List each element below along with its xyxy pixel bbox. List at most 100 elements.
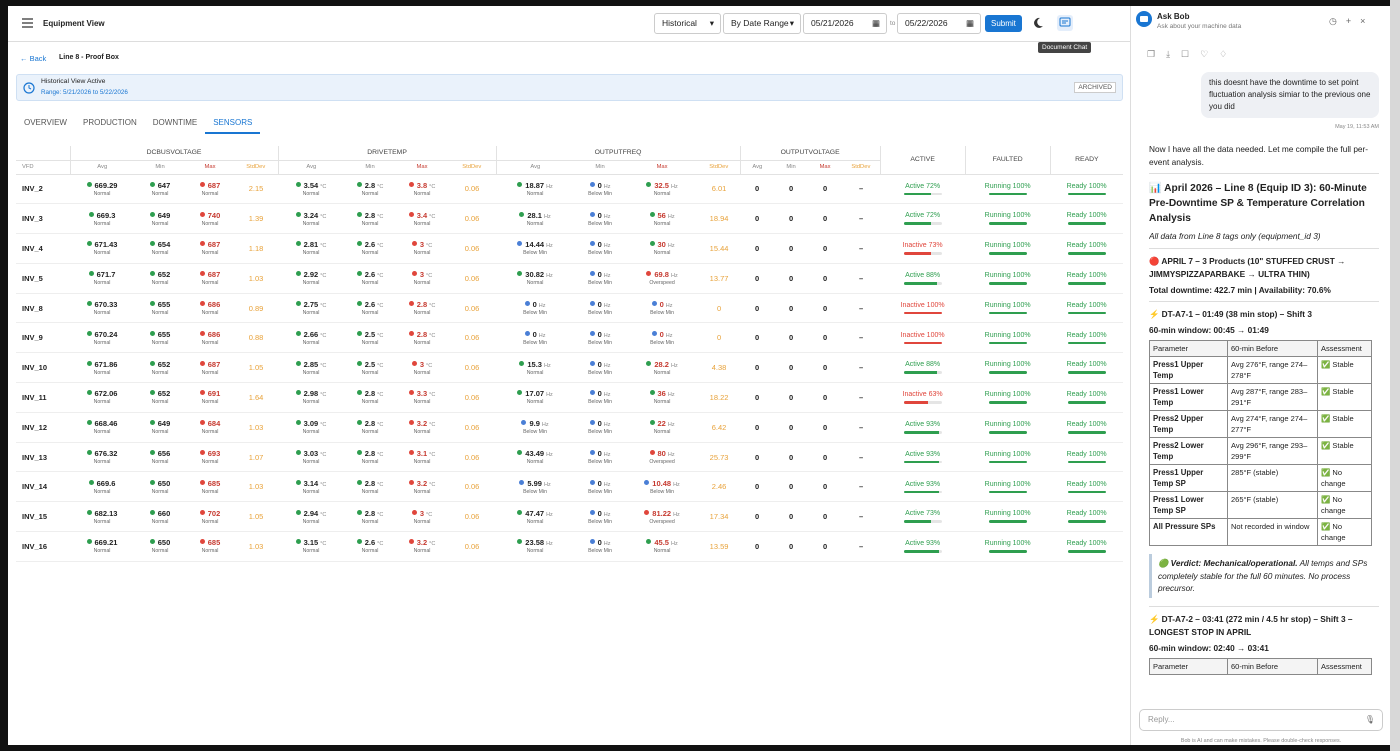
status-label: Inactive 100%: [900, 331, 945, 339]
range-select[interactable]: By Date Range ▾: [723, 13, 801, 34]
value: 0: [597, 538, 602, 548]
mode-select[interactable]: Historical ▾: [654, 13, 721, 34]
reading: 652: [134, 270, 186, 279]
reading: 0 Hz: [626, 330, 698, 339]
reading: 18.87 Hz: [496, 181, 574, 190]
reading: 671.43: [70, 240, 134, 249]
status-dot: [651, 330, 657, 336]
back-link[interactable]: ← Back: [20, 54, 47, 63]
menu-icon[interactable]: [22, 18, 33, 28]
unit: Hz: [665, 303, 673, 310]
reading-cell: 0 Hz Below Min: [574, 174, 627, 205]
reading-cell: 0.06: [448, 322, 497, 354]
reading-cell: 2.6 °C Normal: [344, 263, 397, 294]
status-dot: [199, 211, 205, 217]
theme-toggle[interactable]: [1032, 17, 1044, 29]
tab[interactable]: PRODUCTION: [82, 118, 137, 127]
status-bar: [903, 550, 939, 553]
value: 654: [157, 240, 171, 250]
unit: Hz: [603, 481, 611, 488]
status-dot: [88, 479, 94, 485]
reading-cell: 0: [740, 233, 775, 264]
reading: 0: [788, 482, 794, 492]
message-tools[interactable]: ❐⤓☐♡♢: [1147, 49, 1239, 59]
reading: 649: [134, 419, 186, 428]
disclaimer: Bob is AI and can make mistakes. Please …: [1180, 738, 1342, 744]
reading: 0: [754, 273, 760, 283]
std-dev: 25.73: [709, 452, 729, 462]
status-bar: [988, 371, 1027, 374]
status-label: Running 100%: [984, 510, 1031, 518]
reading-cell: 18.94: [698, 203, 741, 235]
value: 670.24: [94, 329, 118, 339]
tab[interactable]: DOWNTIME: [152, 118, 198, 127]
unit: °C: [320, 332, 327, 339]
value: 0: [597, 329, 602, 339]
reading: 687: [186, 181, 234, 190]
reading: 702: [186, 509, 234, 518]
reading-cell: 685 Normal: [186, 471, 234, 503]
status-dot: [86, 301, 92, 307]
reading-cell: 3 °C Normal: [396, 352, 449, 384]
active-cell: Active 72%: [880, 174, 966, 205]
status-dot: [517, 390, 523, 396]
unit: Hz: [538, 303, 546, 310]
unit: °C: [320, 422, 327, 429]
subheader: Min: [134, 160, 186, 175]
reading-cell: 3.09 °C Normal: [278, 412, 345, 443]
line-name: Line 8 - Proof Box: [59, 54, 119, 61]
status: Normal: [413, 310, 431, 317]
status-label: Ready 100%: [1066, 182, 1107, 190]
status: Normal: [302, 518, 320, 525]
unit: °C: [320, 303, 327, 310]
date-to[interactable]: 05/22/2026 ▦: [897, 13, 981, 34]
status-bar: [1067, 252, 1106, 255]
std-dev: 0.88: [248, 333, 264, 343]
value: 676.32: [94, 449, 118, 459]
date-from[interactable]: 05/21/2026 ▦: [803, 13, 887, 34]
status-dot: [517, 181, 523, 187]
reading-cell: 3.2 °C Normal: [396, 531, 449, 562]
chat-actions[interactable]: ◷+×: [1329, 16, 1375, 26]
reading: 0: [754, 243, 760, 253]
reading: 2.8 °C: [396, 330, 448, 339]
status-bar: [903, 520, 932, 523]
reading: 3.2 °C: [396, 538, 448, 547]
status-dot: [88, 211, 94, 217]
reading: 669.3: [70, 211, 134, 220]
status-dot: [408, 181, 414, 187]
tab[interactable]: SENSORS: [205, 112, 261, 134]
reply-input[interactable]: Reply... 🎙: [1139, 709, 1383, 731]
unit: °C: [377, 273, 384, 280]
reading-cell: 0: [740, 501, 775, 533]
reading: 2.8 °C: [344, 449, 396, 458]
reading: 3 °C: [396, 270, 448, 279]
status-bar: [1067, 520, 1106, 523]
chat-toggle[interactable]: [1057, 15, 1073, 31]
status: Normal: [93, 548, 111, 555]
value: 0: [532, 329, 537, 339]
event-cell: ✅ Stable: [1317, 437, 1372, 466]
tab[interactable]: OVERVIEW: [24, 118, 67, 127]
status: Normal: [201, 250, 219, 257]
status: Normal: [361, 518, 379, 525]
status-label: Inactive 73%: [902, 242, 943, 250]
value: 2.8: [364, 508, 376, 518]
reading: 660: [134, 509, 186, 518]
mic-icon[interactable]: 🎙: [1364, 715, 1375, 724]
reading: 0 Hz: [574, 240, 626, 249]
reading-cell: 650 Normal: [134, 531, 186, 562]
submit-button[interactable]: Submit: [985, 15, 1022, 32]
status-bar: [1067, 431, 1106, 434]
reading-cell: 686 Normal: [186, 322, 234, 354]
vfd-row: INV_2 669.29 Normal 647 Normal 687 Normal 2.15 3…: [16, 174, 1124, 205]
faulted-cell: Running 100%: [965, 263, 1051, 294]
faulted-cell: Running 100%: [965, 322, 1051, 354]
reading: 0: [788, 452, 794, 462]
status-label: Active 88%: [905, 272, 941, 280]
reading: 3.3 °C: [396, 389, 448, 398]
unit: °C: [377, 303, 384, 310]
ready-cell: Ready 100%: [1050, 471, 1124, 503]
status-dot: [86, 509, 92, 515]
reading: 655: [134, 330, 186, 339]
